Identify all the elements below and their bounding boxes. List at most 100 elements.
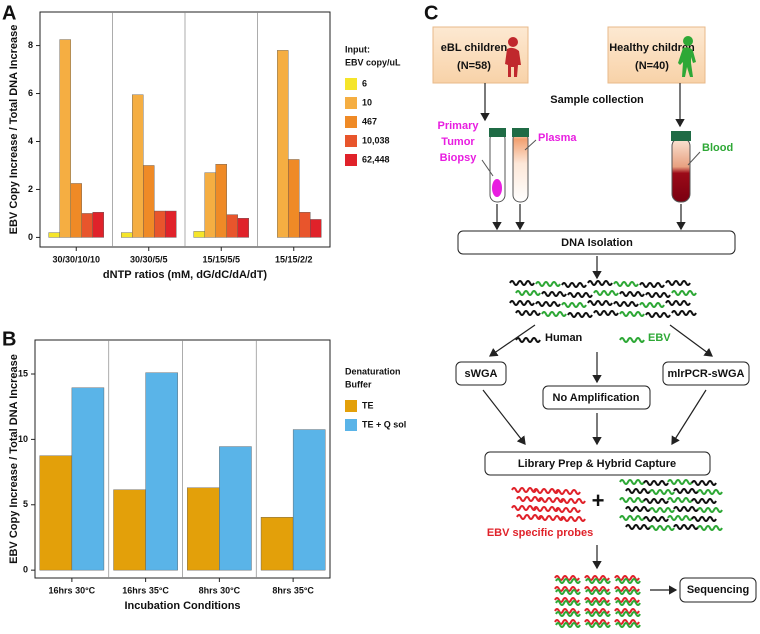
diagram: C eBL children (N=58) Healthy children (… bbox=[424, 2, 757, 628]
strand bbox=[584, 575, 610, 581]
strand bbox=[667, 497, 693, 503]
legend-label: TE bbox=[362, 400, 374, 410]
x-tick-label: 15/15/5/5 bbox=[202, 254, 240, 264]
strand bbox=[584, 597, 610, 603]
strand bbox=[614, 575, 640, 581]
strand bbox=[619, 515, 645, 521]
biopsy-label: Biopsy bbox=[440, 152, 478, 164]
bar bbox=[48, 232, 60, 238]
legend-label: 10,038 bbox=[362, 135, 390, 145]
y-tick-label: 10 bbox=[18, 434, 28, 444]
bar bbox=[81, 213, 93, 238]
strand bbox=[585, 589, 611, 595]
step-box bbox=[484, 451, 711, 476]
bar bbox=[204, 172, 216, 238]
biopsy-label: Primary bbox=[438, 120, 480, 132]
y-tick-label: 0 bbox=[23, 565, 28, 575]
strand bbox=[516, 496, 542, 502]
child-icon bbox=[678, 36, 696, 77]
legend-swatch bbox=[345, 419, 357, 431]
x-tick-label: 30/30/5/5 bbox=[130, 254, 168, 264]
y-tick-label: 8 bbox=[28, 40, 33, 50]
bar bbox=[120, 232, 133, 238]
method-label: mlrPCR-sWGA bbox=[667, 368, 744, 380]
step-label: Library Prep & Hybrid Capture bbox=[518, 458, 676, 470]
group-n: (N=58) bbox=[457, 60, 491, 72]
group-n: (N=40) bbox=[635, 60, 669, 72]
strand bbox=[515, 290, 541, 296]
bar bbox=[187, 487, 220, 571]
step-label: Sequencing bbox=[687, 584, 749, 596]
strand bbox=[511, 487, 537, 493]
strand bbox=[615, 622, 641, 628]
legend-label: 10 bbox=[362, 97, 372, 107]
legend-label: EBV bbox=[648, 332, 671, 344]
bar bbox=[193, 231, 205, 238]
strand bbox=[643, 480, 669, 486]
strand bbox=[645, 312, 671, 318]
bar bbox=[92, 212, 104, 238]
strand bbox=[593, 310, 619, 316]
y-tick-label: 0 bbox=[28, 232, 33, 242]
tube bbox=[512, 131, 529, 203]
method-label: No Amplification bbox=[553, 392, 640, 404]
step-box bbox=[457, 230, 736, 255]
strand bbox=[585, 611, 611, 617]
bar bbox=[154, 210, 166, 238]
strand bbox=[667, 515, 693, 521]
strand bbox=[554, 619, 580, 625]
legend-swatch bbox=[345, 154, 357, 166]
strand bbox=[613, 281, 639, 287]
bar bbox=[299, 212, 311, 238]
strand bbox=[697, 489, 723, 495]
strand bbox=[649, 507, 675, 513]
x-tick-label: 16hrs 30°C bbox=[49, 585, 96, 595]
strand bbox=[671, 290, 697, 296]
y-axis-label: EBV Copy Increase / Total DNA Increase bbox=[8, 354, 20, 564]
strand bbox=[691, 516, 717, 522]
strand bbox=[555, 611, 581, 617]
strand bbox=[691, 498, 717, 504]
bar bbox=[143, 165, 155, 238]
dna-strands bbox=[509, 280, 723, 628]
strand bbox=[625, 506, 651, 512]
strand bbox=[667, 479, 693, 485]
strand bbox=[561, 282, 587, 288]
arrow bbox=[669, 324, 713, 357]
strand bbox=[625, 524, 651, 530]
bar bbox=[288, 159, 300, 238]
strand bbox=[541, 311, 567, 317]
strand bbox=[671, 310, 697, 316]
bar bbox=[113, 489, 146, 571]
strand bbox=[625, 488, 651, 494]
strand bbox=[615, 611, 641, 617]
legend-swatch bbox=[345, 116, 357, 128]
strand bbox=[584, 608, 610, 614]
strand bbox=[567, 312, 593, 318]
strand bbox=[555, 489, 581, 495]
blood-label: Blood bbox=[702, 142, 733, 154]
strand bbox=[615, 589, 641, 595]
bar bbox=[310, 219, 322, 238]
strand bbox=[541, 291, 567, 297]
strand bbox=[619, 311, 645, 317]
strand bbox=[619, 479, 645, 485]
group-label: Healthy children bbox=[609, 42, 695, 54]
legend-title: Input: bbox=[345, 44, 370, 54]
strand bbox=[584, 586, 610, 592]
legend-swatch bbox=[345, 135, 357, 147]
bar bbox=[71, 387, 105, 571]
y-tick-label: 4 bbox=[28, 136, 33, 146]
child-icon bbox=[505, 37, 521, 77]
strand bbox=[691, 480, 717, 486]
tube-cap bbox=[489, 128, 506, 137]
strand bbox=[535, 281, 561, 287]
strand bbox=[560, 498, 586, 504]
step-box bbox=[455, 361, 507, 386]
strand bbox=[649, 525, 675, 531]
pointer bbox=[687, 151, 701, 166]
strand bbox=[555, 622, 581, 628]
strand bbox=[697, 507, 723, 513]
probes-label: EBV specific probes bbox=[487, 527, 593, 539]
